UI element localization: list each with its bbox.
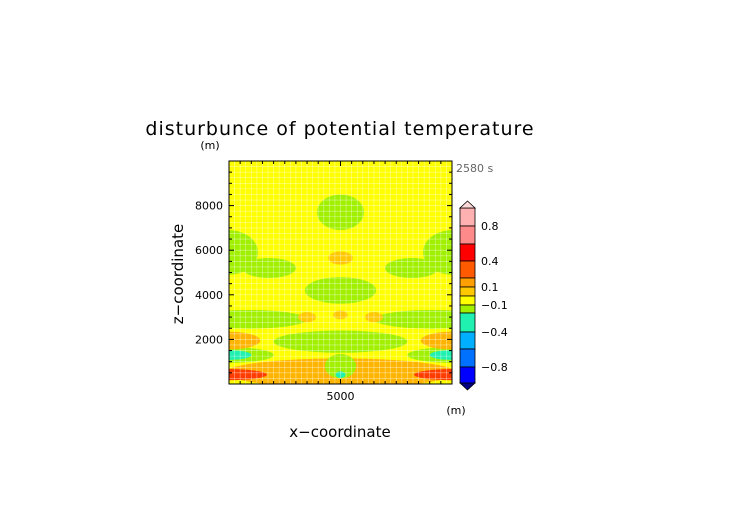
colorbar-label: 0.4 bbox=[481, 255, 499, 268]
colorbar-label: −0.8 bbox=[481, 361, 508, 374]
y-unit: (m) bbox=[200, 139, 219, 152]
y-axis-label: z−coordinate bbox=[169, 224, 187, 324]
colorbar-band bbox=[459, 312, 476, 333]
colorbar-band bbox=[459, 295, 476, 306]
colorbar-band bbox=[459, 366, 476, 384]
colorbar-label: −0.4 bbox=[481, 326, 508, 339]
x-axis-label: x−coordinate bbox=[289, 423, 390, 441]
y-tick-label: 2000 bbox=[195, 333, 223, 346]
x-tick-label: 5000 bbox=[327, 390, 355, 403]
contour-region bbox=[414, 369, 452, 381]
contour-region bbox=[385, 258, 439, 279]
colorbar-band bbox=[459, 260, 476, 279]
colorbar-band bbox=[459, 243, 476, 262]
colorbar-band bbox=[459, 286, 476, 297]
colorbar-max-triangle bbox=[458, 200, 477, 209]
y-tick-label: 6000 bbox=[195, 244, 223, 257]
colorbar-band bbox=[459, 207, 476, 227]
colorbar: 0.8 0.4 0.1 −0.1 −0.4 −0.8 bbox=[458, 200, 508, 391]
colorbar-band bbox=[459, 225, 476, 245]
chart-title: disturbunce of potential temperature bbox=[145, 118, 534, 140]
colorbar-label: 0.8 bbox=[481, 220, 499, 233]
colorbar-band bbox=[459, 348, 476, 368]
colorbar-label: 0.1 bbox=[481, 281, 499, 294]
colorbar-band bbox=[459, 331, 476, 350]
colorbar-min-triangle bbox=[458, 382, 477, 391]
contour-region bbox=[242, 258, 296, 279]
time-label: 2580 s bbox=[456, 162, 493, 175]
contour-region bbox=[229, 309, 308, 329]
y-tick-label: 4000 bbox=[195, 289, 223, 302]
x-unit: (m) bbox=[446, 404, 465, 417]
colorbar-label: −0.1 bbox=[481, 299, 508, 312]
y-tick-label: 8000 bbox=[195, 200, 223, 213]
colorbar-band bbox=[459, 277, 476, 288]
contour-region bbox=[229, 369, 267, 381]
colorbar-band bbox=[459, 304, 476, 314]
